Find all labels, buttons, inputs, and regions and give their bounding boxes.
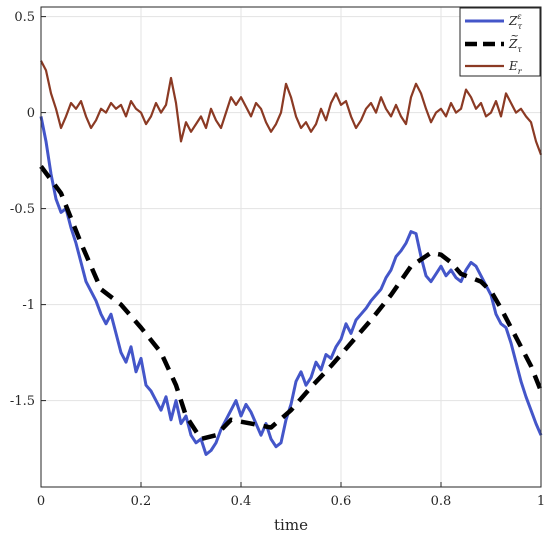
x-axis-label: time <box>274 516 308 534</box>
y-tick-label: -0.5 <box>10 202 35 217</box>
y-tick-label: -1 <box>22 298 35 313</box>
x-tick-label: 1 <box>537 494 545 509</box>
legend-tilde-accent: ~ <box>511 31 519 42</box>
y-tick-label: -1.5 <box>10 394 35 409</box>
y-tick-label: 0 <box>27 106 35 121</box>
series-line-z-eps <box>39 116 543 456</box>
x-tick-label: 0.4 <box>231 494 252 509</box>
series-line-z-tilde <box>39 165 544 442</box>
legend-label: Zτ <box>508 37 522 54</box>
x-tick-label: 0.8 <box>431 494 452 509</box>
legend-label: Zε τ <box>508 12 523 31</box>
x-axis-ticks: 0 0.2 0.4 0.6 0.8 1 <box>37 482 545 509</box>
x-tick-label: 0.6 <box>331 494 352 509</box>
x-tick-label: 0.2 <box>131 494 152 509</box>
y-axis-ticks: 0.5 0 -0.5 -1 -1.5 <box>10 10 46 409</box>
plot-area <box>39 6 544 488</box>
legend-label: Er <box>508 59 523 76</box>
y-tick-label: 0.5 <box>14 10 35 25</box>
axes-background <box>41 7 541 487</box>
series-lines <box>39 60 544 456</box>
legend: Zε τ Zτ~ Er <box>459 7 541 77</box>
axes-box <box>40 6 542 488</box>
x-tick-label: 0 <box>37 494 45 509</box>
series-line-e-r <box>40 60 543 156</box>
